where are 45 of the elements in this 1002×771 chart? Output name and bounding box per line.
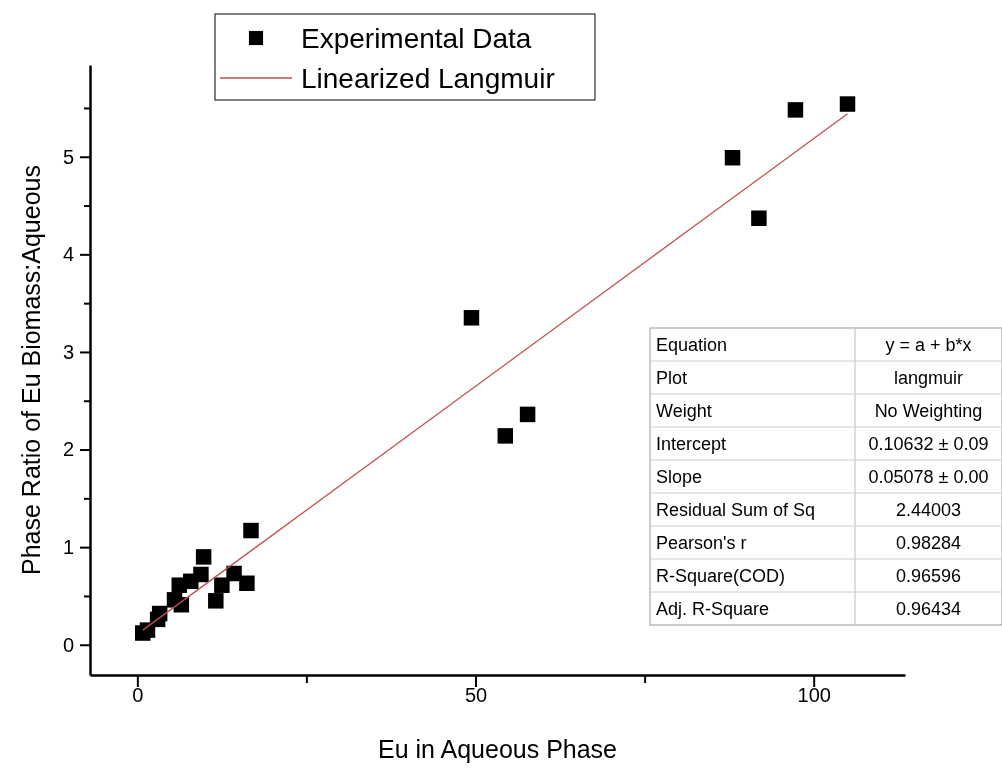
annotation: Slope: [656, 466, 703, 487]
annotation: Adj. R-Square: [656, 598, 770, 619]
annotation: y = a + b*x: [885, 334, 972, 355]
annotation: langmuir: [893, 367, 964, 388]
point: [787, 102, 804, 118]
annotation: R-Square(COD): [656, 565, 786, 586]
point: [239, 575, 255, 591]
point: [195, 549, 212, 565]
annotation: 2.44003: [895, 499, 962, 520]
point: [214, 577, 230, 593]
y-tick-label: 0: [62, 633, 74, 656]
point: [463, 310, 480, 326]
point: [839, 96, 856, 112]
annotation: 0.05078 ± 0.00: [868, 466, 989, 487]
y-tick-label: 3: [62, 340, 74, 363]
annotation: Plot: [656, 367, 688, 388]
x-tick-label: 50: [464, 684, 488, 706]
y-tick-label: 2: [62, 438, 74, 461]
annotation: 0.96596: [895, 565, 962, 586]
point: [243, 522, 259, 539]
point: [193, 566, 209, 583]
point: [226, 565, 242, 582]
annotation: 0.10632 ± 0.09: [868, 433, 989, 454]
legend-label: Experimental Data: [301, 23, 532, 54]
point: [724, 149, 741, 166]
y-tick-label: 1: [62, 536, 74, 559]
point: [519, 406, 536, 423]
annotation: Weight: [656, 400, 712, 421]
annotation: 0.98284: [895, 532, 962, 553]
annotation: 0.96434: [895, 598, 962, 619]
annotation: Residual Sum of Sq: [656, 499, 816, 520]
point: [208, 593, 224, 609]
x-tick-label: 100: [797, 684, 831, 706]
x-tick-label: 0: [132, 684, 144, 706]
x-axis-title: Eu in Aqueous Phase: [377, 735, 618, 763]
annotation: Pearson's r: [656, 532, 747, 553]
y-tick-label: 5: [62, 145, 74, 168]
y-axis-title: Phase Ratio of Eu Biomass:Aqueous: [17, 165, 45, 575]
annotation: No Weighting: [874, 400, 983, 421]
y-tick-label: 4: [62, 243, 74, 266]
annotation: Equation: [656, 334, 728, 355]
annotation: Intercept: [656, 433, 727, 454]
legend-label: Linearized Langmuir: [301, 63, 555, 94]
point: [497, 428, 514, 444]
point: [751, 210, 767, 226]
